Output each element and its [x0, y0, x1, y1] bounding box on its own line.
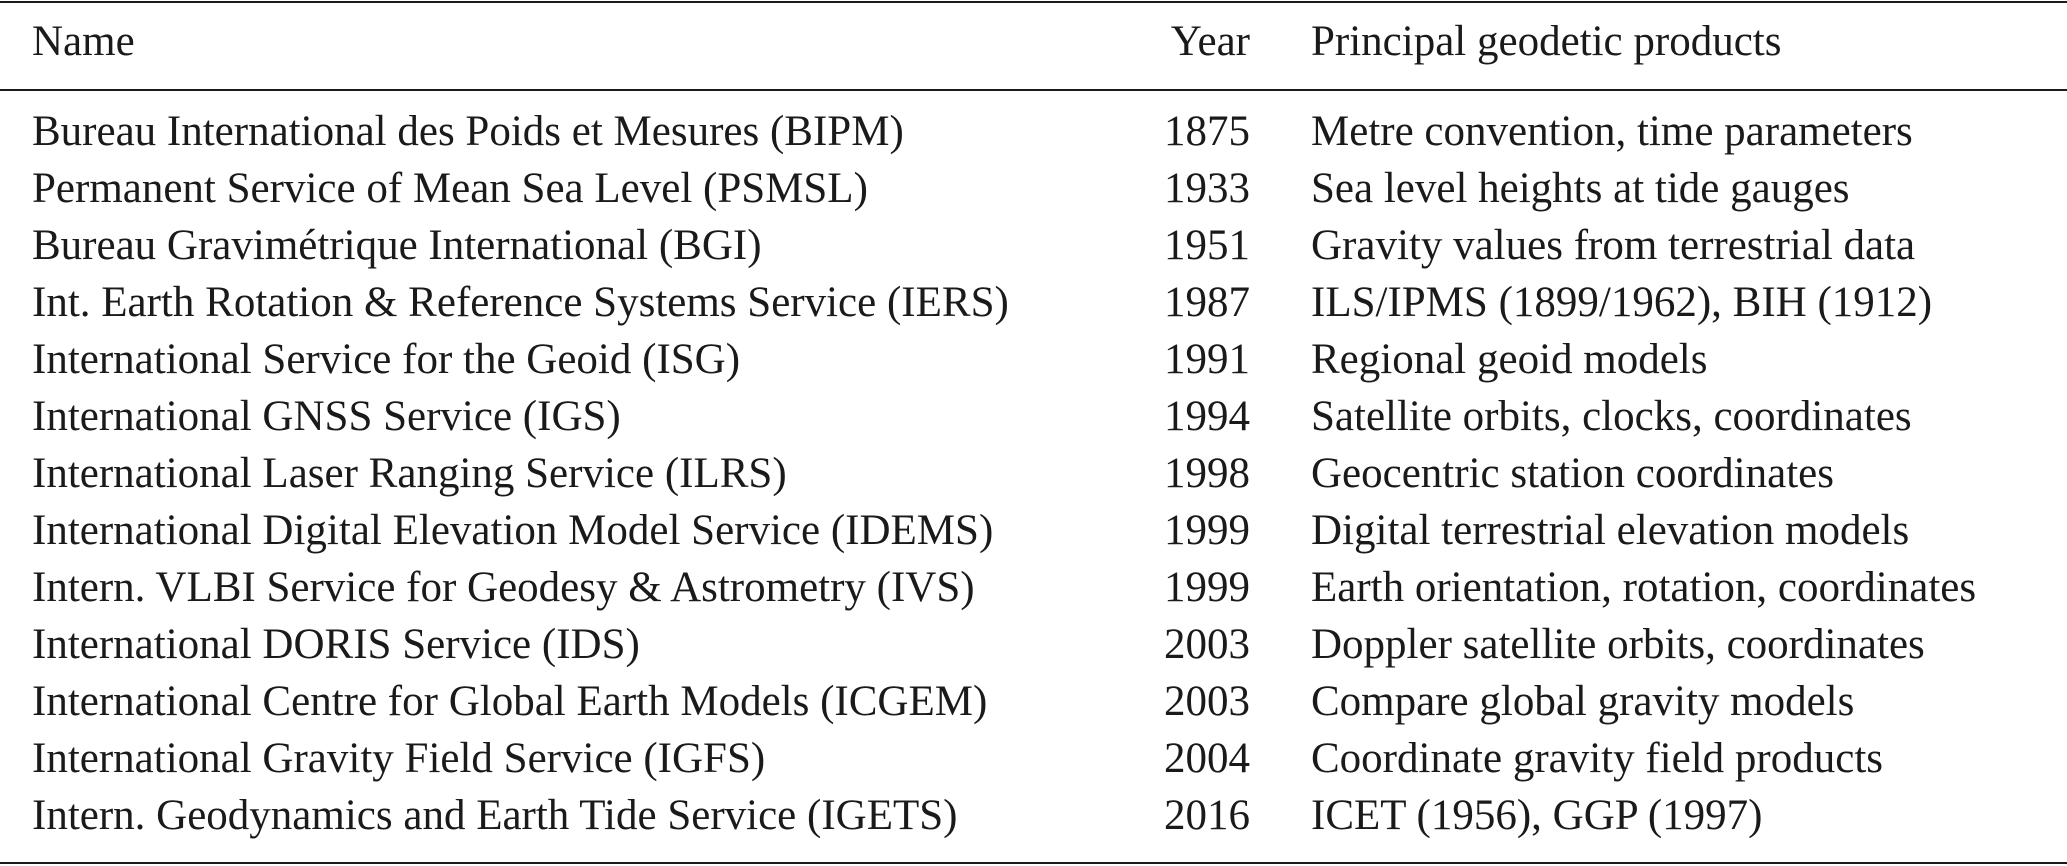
cell-products: ILS/IPMS (1899/1962), BIH (1912): [1311, 279, 1933, 326]
cell-year: 1875: [1164, 108, 1250, 155]
cell-name: International Gravity Field Service (IGF…: [32, 735, 766, 782]
table-row: International GNSS Service (IGS) 1994 Sate…: [0, 388, 2067, 445]
table-row: Permanent Service of Mean Sea Level (PSM…: [0, 160, 2067, 217]
table-header-row: Name Year Principal geodetic products: [0, 13, 2067, 70]
cell-products: Metre convention, time parameters: [1311, 108, 1913, 155]
cell-products: Coordinate gravity field products: [1311, 735, 1883, 782]
cell-name: Permanent Service of Mean Sea Level (PSM…: [32, 165, 868, 212]
table-row: International Gravity Field Service (IGF…: [0, 730, 2067, 787]
cell-year: 2016: [1164, 792, 1250, 839]
cell-products: Gravity values from terrestrial data: [1311, 222, 1916, 269]
cell-products: Digital terrestrial elevation models: [1311, 507, 1910, 554]
cell-name: Intern. VLBI Service for Geodesy & Astro…: [32, 564, 975, 611]
cell-year: 2004: [1164, 735, 1250, 782]
cell-year: 1987: [1164, 279, 1250, 326]
cell-products: ICET (1956), GGP (1997): [1311, 792, 1763, 839]
cell-year: 1999: [1164, 507, 1250, 554]
cell-products: Regional geoid models: [1311, 336, 1708, 383]
cell-products: Earth orientation, rotation, coordinates: [1311, 564, 1977, 611]
cell-name: International Digital Elevation Model Se…: [32, 507, 994, 554]
table-top-rule: [0, 1, 2067, 3]
cell-products: Geocentric station coordinates: [1311, 450, 1834, 497]
cell-products: Doppler satellite orbits, coordinates: [1311, 621, 1925, 668]
cell-year: 2003: [1164, 621, 1250, 668]
cell-name: International Centre for Global Earth Mo…: [32, 678, 988, 725]
table-bottom-rule: [0, 862, 2067, 864]
cell-name: International Laser Ranging Service (ILR…: [32, 450, 787, 497]
cell-name: Intern. Geodynamics and Earth Tide Servi…: [32, 792, 958, 839]
table-row: International DORIS Service (IDS) 2003 Dop…: [0, 616, 2067, 673]
header-products: Principal geodetic products: [1311, 18, 1782, 65]
table-row: International Centre for Global Earth Mo…: [0, 673, 2067, 730]
cell-name: International DORIS Service (IDS): [32, 621, 640, 668]
cell-products: Compare global gravity models: [1311, 678, 1855, 725]
cell-year: 1998: [1164, 450, 1250, 497]
cell-products: Satellite orbits, clocks, coordinates: [1311, 393, 1912, 440]
cell-year: 2003: [1164, 678, 1250, 725]
table-row: International Service for the Geoid (ISG…: [0, 331, 2067, 388]
cell-name: Bureau Gravimétrique International (BGI): [32, 222, 762, 269]
cell-year: 1951: [1164, 222, 1250, 269]
cell-name: International Service for the Geoid (ISG…: [32, 336, 741, 383]
table-row: Intern. Geodynamics and Earth Tide Servi…: [0, 787, 2067, 844]
cell-year: 1933: [1164, 165, 1250, 212]
cell-year: 1994: [1164, 393, 1250, 440]
table-row: Intern. VLBI Service for Geodesy & Astro…: [0, 559, 2067, 616]
cell-name: Int. Earth Rotation & Reference Systems …: [32, 279, 1009, 326]
header-year: Year: [1170, 18, 1250, 65]
cell-products: Sea level heights at tide gauges: [1311, 165, 1850, 212]
table-row: International Digital Elevation Model Se…: [0, 502, 2067, 559]
table-row: Bureau International des Poids et Mesure…: [0, 103, 2067, 160]
cell-name: International GNSS Service (IGS): [32, 393, 621, 440]
cell-year: 1999: [1164, 564, 1250, 611]
table-header-rule: [0, 89, 2067, 91]
cell-name: Bureau International des Poids et Mesure…: [32, 108, 904, 155]
cell-year: 1991: [1164, 336, 1250, 383]
table-row: Bureau Gravimétrique International (BGI)…: [0, 217, 2067, 274]
table-row: International Laser Ranging Service (ILR…: [0, 445, 2067, 502]
header-name: Name: [32, 18, 135, 65]
table-row: Int. Earth Rotation & Reference Systems …: [0, 274, 2067, 331]
